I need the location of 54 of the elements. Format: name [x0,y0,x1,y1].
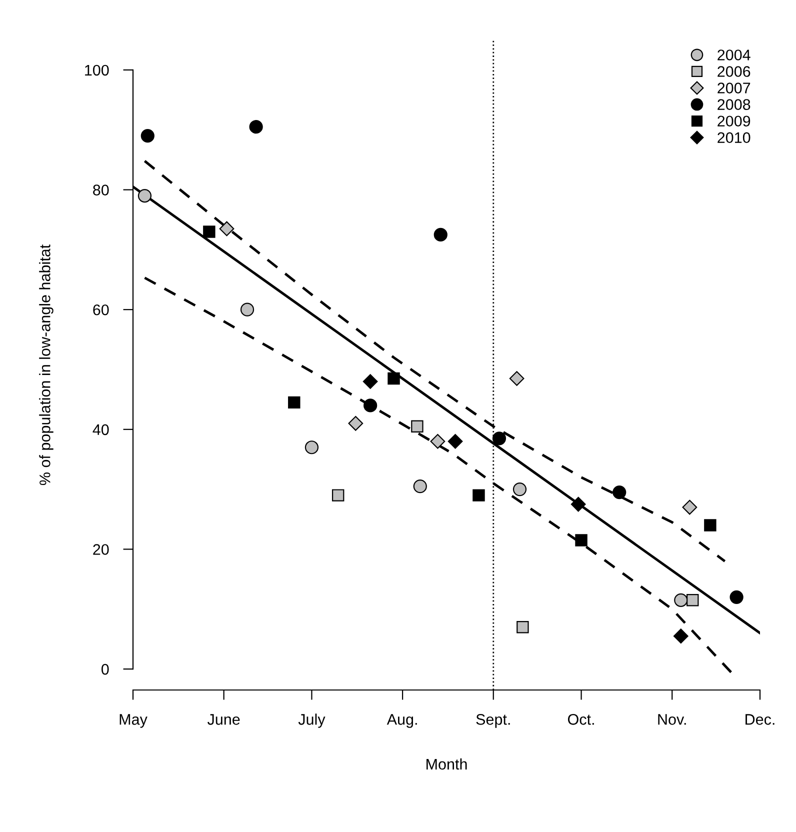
legend-label: 2010 [718,132,750,144]
point [673,628,688,644]
point [730,590,744,604]
point [362,374,378,389]
point [686,594,699,606]
point [509,371,524,386]
point [249,120,263,134]
y-axis-title: % of population in low-angle habitat [39,244,54,486]
point [219,221,234,236]
point [704,519,716,532]
point [472,489,485,502]
point [434,228,448,242]
point [575,534,588,546]
y-tick-label: 80 [93,184,109,196]
point [612,486,626,500]
point [516,620,529,634]
point [288,396,300,409]
legend-label: 2008 [718,99,750,110]
x-tick-label: Sept. [476,714,510,728]
legend-label: 2009 [718,116,750,127]
legend-label: 2006 [718,66,750,77]
x-axis-title: Month [426,758,467,770]
point [332,489,344,502]
y-tick-label: 100 [85,64,109,76]
point [492,432,506,446]
point [304,440,319,454]
x-tick-label: Oct. [568,714,594,725]
point [203,226,216,238]
y-tick-label: 60 [93,304,109,316]
y-tick-label: 40 [92,424,109,436]
x-tick-label: July [298,714,326,728]
point [448,434,463,449]
x-tick-label: May [120,714,148,728]
point [240,302,254,316]
point [411,420,424,433]
x-tick-label: Nov. [658,714,686,725]
point [682,500,698,515]
point [570,496,586,512]
point [388,372,400,385]
x-tick-label: June [208,714,240,725]
y-tick-label: 20 [93,544,109,555]
x-tick-label: Aug. [386,714,417,728]
legend-label: 2004 [718,50,750,60]
point [413,480,427,494]
point [138,188,152,203]
point [430,434,446,449]
point [348,416,364,431]
y-tick-label: 0 [101,664,109,675]
point [674,593,688,607]
legend-label: 2007 [718,82,750,94]
point [140,129,154,143]
point [512,482,527,496]
point [364,398,378,412]
x-tick-label: Dec. [746,714,774,725]
